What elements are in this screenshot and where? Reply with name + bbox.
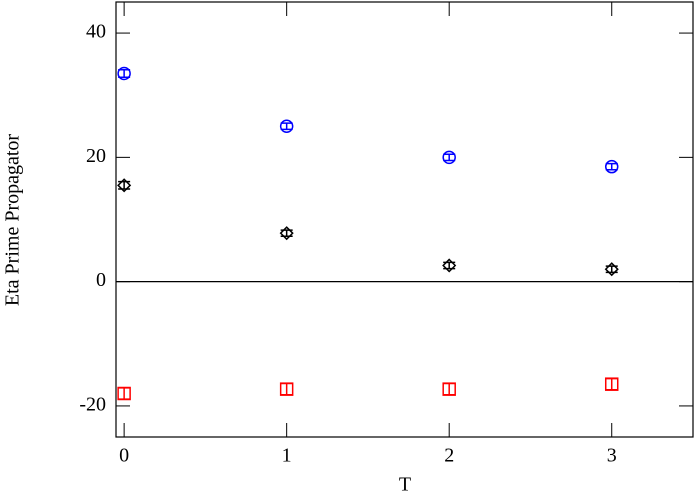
marker: [279, 382, 294, 396]
marker: [442, 150, 456, 165]
error-bar: [443, 261, 456, 270]
error-bar: [605, 377, 618, 391]
x-tick-label: 2: [444, 445, 454, 467]
marker: [117, 66, 131, 81]
error-bar: [118, 180, 131, 190]
marker: [279, 119, 294, 134]
error-bar: [118, 387, 131, 400]
x-tick-label: 3: [607, 445, 617, 467]
error-bar: [605, 162, 618, 171]
error-bar: [280, 229, 293, 238]
x-axis-label: T: [399, 474, 411, 496]
error-bar: [280, 382, 293, 396]
y-axis-label: Eta Prime Propagator: [2, 134, 24, 307]
error-bar: [443, 382, 456, 396]
error-bar: [443, 153, 456, 162]
error-bar: [118, 68, 131, 78]
y-tick-label: 20: [86, 145, 106, 167]
x-tick-label: 1: [282, 445, 292, 467]
y-tick-label: -20: [79, 394, 106, 416]
marker: [279, 226, 294, 241]
marker: [604, 262, 619, 277]
y-tick-label: 0: [96, 269, 106, 291]
marker: [442, 382, 456, 396]
marker: [604, 159, 619, 174]
error-bar: [280, 122, 293, 131]
x-tick-label: 0: [119, 445, 129, 467]
plot-frame: [115, 1, 694, 438]
error-bar: [605, 265, 618, 274]
marker: [442, 258, 457, 273]
marker: [117, 386, 131, 401]
marker: [604, 377, 619, 391]
y-tick-label: 40: [86, 21, 106, 43]
marker: [117, 178, 132, 193]
